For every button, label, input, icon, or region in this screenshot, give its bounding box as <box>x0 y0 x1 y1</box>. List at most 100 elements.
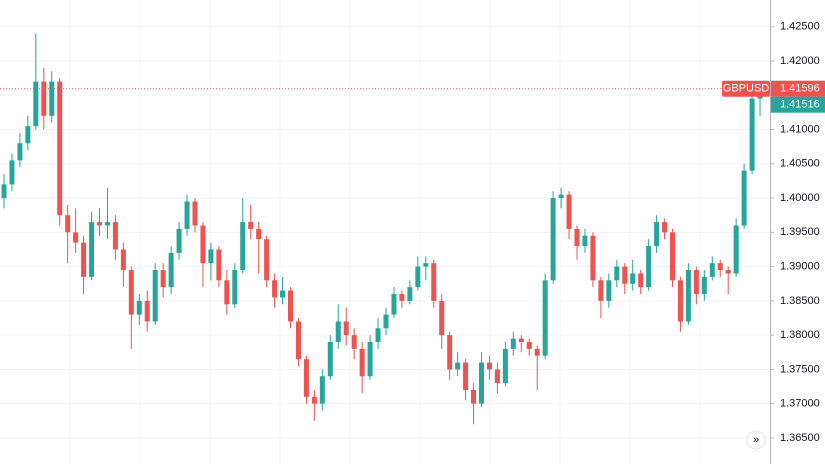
candle-body <box>638 273 644 288</box>
candle-body <box>327 342 333 377</box>
candle-body <box>622 266 628 284</box>
candle-body <box>463 362 469 390</box>
candle-body <box>1 184 7 199</box>
candle-body <box>184 201 190 229</box>
candle-body <box>192 201 198 226</box>
y-tick-label: 1.42500 <box>780 21 820 33</box>
candle-body <box>749 98 755 171</box>
candle-body <box>208 249 214 264</box>
candle-body <box>224 280 230 305</box>
candle-body <box>630 273 636 284</box>
candle-body <box>232 270 238 305</box>
candle-body <box>502 348 508 384</box>
candle-body <box>335 321 341 343</box>
candle-body <box>248 222 254 229</box>
candle-body <box>534 348 540 356</box>
candle-body <box>447 335 453 370</box>
candle-body <box>104 222 110 226</box>
candle-body <box>582 235 588 247</box>
candle-body <box>375 328 381 343</box>
candle-body <box>176 228 182 253</box>
candle-body <box>542 280 548 356</box>
candle-body <box>160 270 166 288</box>
candle-body <box>566 194 572 229</box>
candle-body <box>49 81 55 116</box>
candle-body <box>693 270 699 295</box>
candle-body <box>598 280 604 301</box>
candle-body <box>685 270 691 322</box>
candle-body <box>407 287 413 301</box>
candle-body <box>128 270 134 315</box>
candle-body <box>717 263 723 271</box>
candle-body <box>662 222 668 233</box>
candle-body <box>606 280 612 301</box>
candle-body <box>152 270 158 322</box>
candle-body <box>33 81 39 127</box>
candle-body <box>168 252 174 288</box>
candle-body <box>144 300 150 322</box>
y-tick-label: 1.37500 <box>780 363 820 375</box>
candle-body <box>303 359 309 397</box>
candle-body <box>670 232 675 281</box>
candle-body <box>41 81 47 116</box>
plot-area <box>0 33 770 425</box>
price-line-label-bg <box>771 80 825 97</box>
y-tick-label: 1.36500 <box>780 432 820 444</box>
candle-body <box>280 290 286 298</box>
candle-body <box>112 222 118 250</box>
candle-body <box>439 300 445 336</box>
candle-body <box>319 376 325 404</box>
grid <box>0 0 770 464</box>
candle-body <box>311 396 317 404</box>
candle-body <box>240 222 246 271</box>
candle-body <box>518 338 524 343</box>
y-tick-label: 1.38500 <box>780 295 820 307</box>
candle-body <box>359 348 365 377</box>
candle-body <box>741 170 747 226</box>
candle-body <box>256 228 262 240</box>
candle-body <box>494 369 500 384</box>
candle-body <box>423 263 429 267</box>
candle-body <box>431 263 437 301</box>
candle-body <box>614 266 620 281</box>
candle-body <box>120 249 126 271</box>
candle-body <box>574 228 580 247</box>
y-tick-label: 1.40000 <box>780 192 820 204</box>
scroll-button[interactable]: » <box>753 434 759 446</box>
candle-body <box>486 362 492 370</box>
candle-body <box>97 222 102 226</box>
candle-body <box>351 335 357 349</box>
candle-body <box>288 290 293 322</box>
candle-body <box>81 242 87 277</box>
candle-body <box>295 321 301 360</box>
candle-body <box>200 225 206 264</box>
candle-body <box>73 232 79 243</box>
y-tick-label: 1.39000 <box>780 261 820 273</box>
candle-body <box>391 294 397 315</box>
candle-body <box>383 314 389 329</box>
scroll-button-bg <box>746 430 766 450</box>
candle-body <box>136 300 142 315</box>
symbol-label-bg <box>722 80 770 97</box>
candle-body <box>17 143 23 161</box>
candle-body <box>677 280 683 322</box>
candle-body <box>343 321 349 336</box>
candle-body <box>272 280 278 298</box>
candle-body <box>701 276 707 295</box>
candle-body <box>654 222 660 247</box>
y-tick-label: 1.39500 <box>780 226 820 238</box>
candle-body <box>415 266 421 288</box>
candle-body <box>65 215 71 233</box>
candle-body <box>590 235 596 281</box>
y-tick-label: 1.41000 <box>780 123 820 135</box>
candle-body <box>550 198 556 281</box>
candle-body <box>25 126 31 144</box>
candle-body <box>264 239 270 281</box>
y-tick-label: 1.42000 <box>780 55 820 67</box>
candle-body <box>558 194 564 199</box>
candle-body <box>479 362 484 404</box>
candle-body <box>216 249 222 281</box>
candle-body <box>510 338 516 349</box>
last-price-label-bg <box>771 96 825 113</box>
